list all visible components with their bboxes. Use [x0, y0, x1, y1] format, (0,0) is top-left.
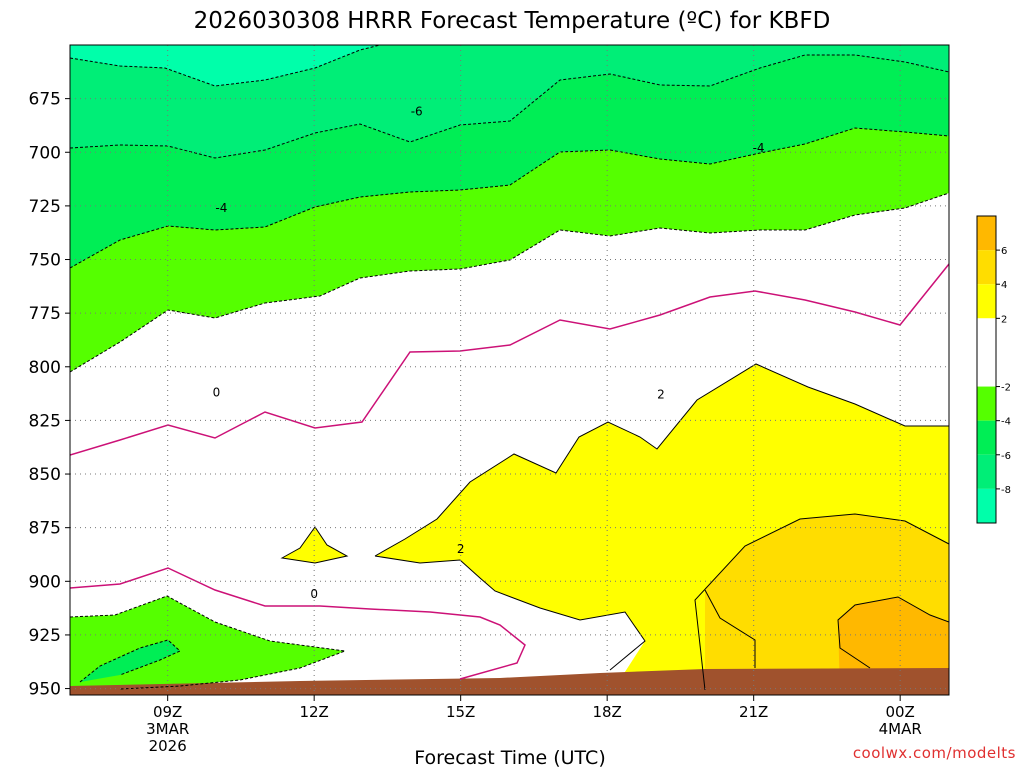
colorbar-bin-4 [977, 386, 996, 421]
x-tick-year-09Z: 2026 [149, 737, 187, 755]
contour-labels: -6 -4 -4 0 2 2 0 [213, 105, 765, 602]
contour-line-minus2-pocket [70, 595, 346, 690]
contour-line-minus8 [70, 45, 381, 87]
colorbar: 6 4 2 -2 -4 -6 -8 [976, 215, 1011, 524]
y-tick-label-900: 900 [29, 572, 61, 592]
x-tick-date-09Z: 3MAR [146, 720, 189, 738]
y-tick-label-875: 875 [29, 519, 61, 539]
contour-line-zero-upper [70, 263, 949, 456]
contour-line-2-main [374, 363, 949, 557]
colorbar-tick-label-3: -2 [1001, 383, 1011, 394]
contour-line-6 [837, 596, 949, 669]
credit-text: coolwx.com/modelts [853, 744, 1016, 762]
colorbar-bin-3 [977, 318, 996, 387]
y-tick-label-750: 750 [29, 251, 61, 271]
plot-area: -6 -4 -4 0 2 2 0 [70, 45, 949, 695]
contour-line-minus6 [70, 54, 949, 159]
fill-pocket-colder-lowerleft [80, 640, 180, 682]
colorbar-tick-label-0: 6 [1001, 246, 1007, 257]
y-tick-label-675: 675 [29, 90, 61, 110]
contour-line-minus4 [70, 127, 949, 269]
contour-lines-zero [70, 263, 949, 680]
colorbar-bin-1 [977, 250, 996, 285]
colorbar-bin-0 [977, 216, 996, 251]
contour-line-2-blob [280, 526, 349, 564]
x-tick-label-21Z: 21Z [739, 703, 768, 721]
y-tick-label-825: 825 [29, 411, 61, 431]
x-axis-label: Forecast Time (UTC) [414, 747, 605, 768]
contour-label-0: -6 [411, 105, 423, 119]
contour-label-3: 0 [213, 386, 221, 400]
terrain-fill [70, 668, 949, 695]
chart-title: 2026030308 HRRR Forecast Temperature (ºC… [194, 8, 831, 34]
contour-label-5: 2 [457, 542, 465, 556]
contour-line-4-base [704, 589, 756, 668]
x-tick-label-09Z: 09Z [153, 703, 182, 721]
x-tick-label-18Z: 18Z [592, 703, 621, 721]
colorbar-tick-label-1: 4 [1001, 280, 1007, 291]
colorbar-tick-label-6: -8 [1001, 485, 1011, 496]
contour-line-zero-lower [70, 567, 526, 680]
y-tick-label-800: 800 [29, 358, 61, 378]
contour-label-4: 2 [657, 388, 665, 402]
colorbar-frame [976, 215, 997, 524]
contour-label-1: -4 [753, 141, 765, 155]
x-tick-label-00Z: 00Z [885, 703, 914, 721]
colorbar-bin-6 [977, 454, 996, 489]
y-tick-label-850: 850 [29, 465, 61, 485]
contour-label-2: -4 [215, 201, 227, 215]
colorbar-bin-5 [977, 420, 996, 455]
gridlines [70, 45, 949, 695]
contour-line-minus4-pocket [79, 639, 181, 683]
contour-line-4 [694, 513, 949, 691]
y-tick-label-725: 725 [29, 197, 61, 217]
colorbar-tick-label-5: -6 [1001, 451, 1011, 462]
y-tick-label-950: 950 [29, 680, 61, 700]
y-tick-label-700: 700 [29, 143, 61, 163]
colorbar-bin-2 [977, 284, 996, 319]
contour-label-6: 0 [310, 587, 318, 601]
colorbar-tick-label-4: -4 [1001, 417, 1011, 428]
x-tick-label-12Z: 12Z [299, 703, 328, 721]
y-axis: 675 700 725 750 775 800 825 850 875 900 925 950 [29, 90, 70, 700]
colorbar-tick-label-2: 2 [1001, 314, 1007, 325]
x-tick-label-15Z: 15Z [446, 703, 475, 721]
x-tick-date-00Z: 4MAR [879, 720, 922, 738]
fill-band-below-minus8 [70, 45, 380, 86]
y-tick-label-925: 925 [29, 626, 61, 646]
plot-frame [69, 44, 950, 696]
contour-line-2-lower [374, 555, 646, 671]
colorbar-bin-7 [977, 488, 996, 523]
y-tick-label-775: 775 [29, 304, 61, 324]
contour-lines-positive [280, 363, 949, 691]
